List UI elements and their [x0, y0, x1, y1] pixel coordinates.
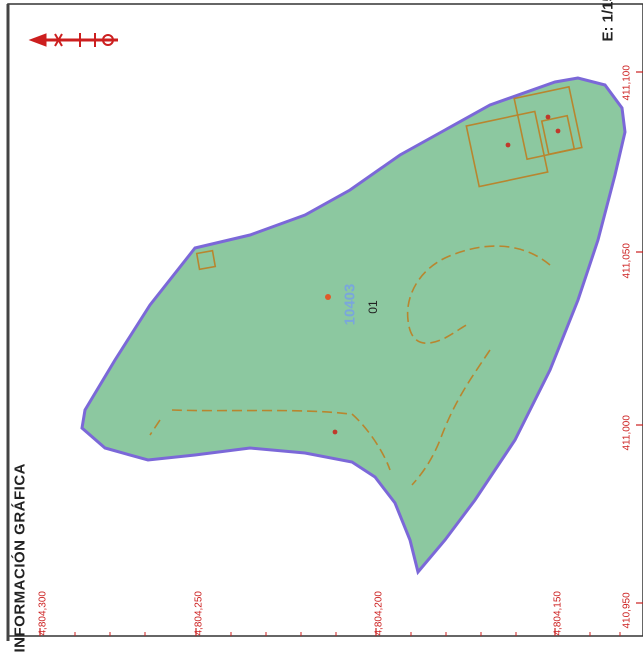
subparcel-id-label: 01	[366, 300, 380, 314]
buildings	[195, 85, 583, 271]
building-marker-3	[555, 128, 561, 134]
track-path-bottom	[411, 349, 491, 486]
building-marker-1	[505, 142, 511, 148]
parcel-centroid-marker	[325, 294, 331, 300]
coord-bottom-4: 4,804,150	[552, 591, 564, 636]
track-path-left	[149, 419, 161, 436]
building-marker-2	[545, 114, 551, 120]
map-scale: E: 1/1500	[599, 0, 617, 42]
coord-top-4: 410,950	[621, 592, 633, 629]
markers	[325, 114, 561, 435]
building-1	[465, 110, 549, 188]
coord-bottom-1: 4,804,300	[37, 591, 49, 636]
parcel-id-label: 10403	[341, 283, 359, 326]
point-marker	[332, 429, 338, 435]
coord-top-2: 411,050	[621, 243, 633, 279]
map-title: INFORMACIÓN GRÁFICA	[11, 463, 29, 653]
coord-top-3: 411,000	[621, 415, 633, 451]
axis-ticks	[39, 71, 643, 636]
bottom-minor-ticks	[74, 632, 621, 636]
track-path-mid	[351, 413, 391, 471]
track-path-lower	[171, 409, 351, 415]
coord-top-1: 411,100	[621, 65, 633, 101]
parcel-polygon	[80, 76, 627, 576]
north-arrow-icon	[28, 33, 118, 47]
coord-bottom-3: 4,804,200	[373, 591, 385, 636]
track-path-loop	[406, 245, 551, 344]
internal-features	[149, 245, 551, 486]
coord-bottom-2: 4,804,250	[193, 591, 205, 636]
building-3	[540, 114, 576, 156]
building-small	[195, 249, 217, 271]
